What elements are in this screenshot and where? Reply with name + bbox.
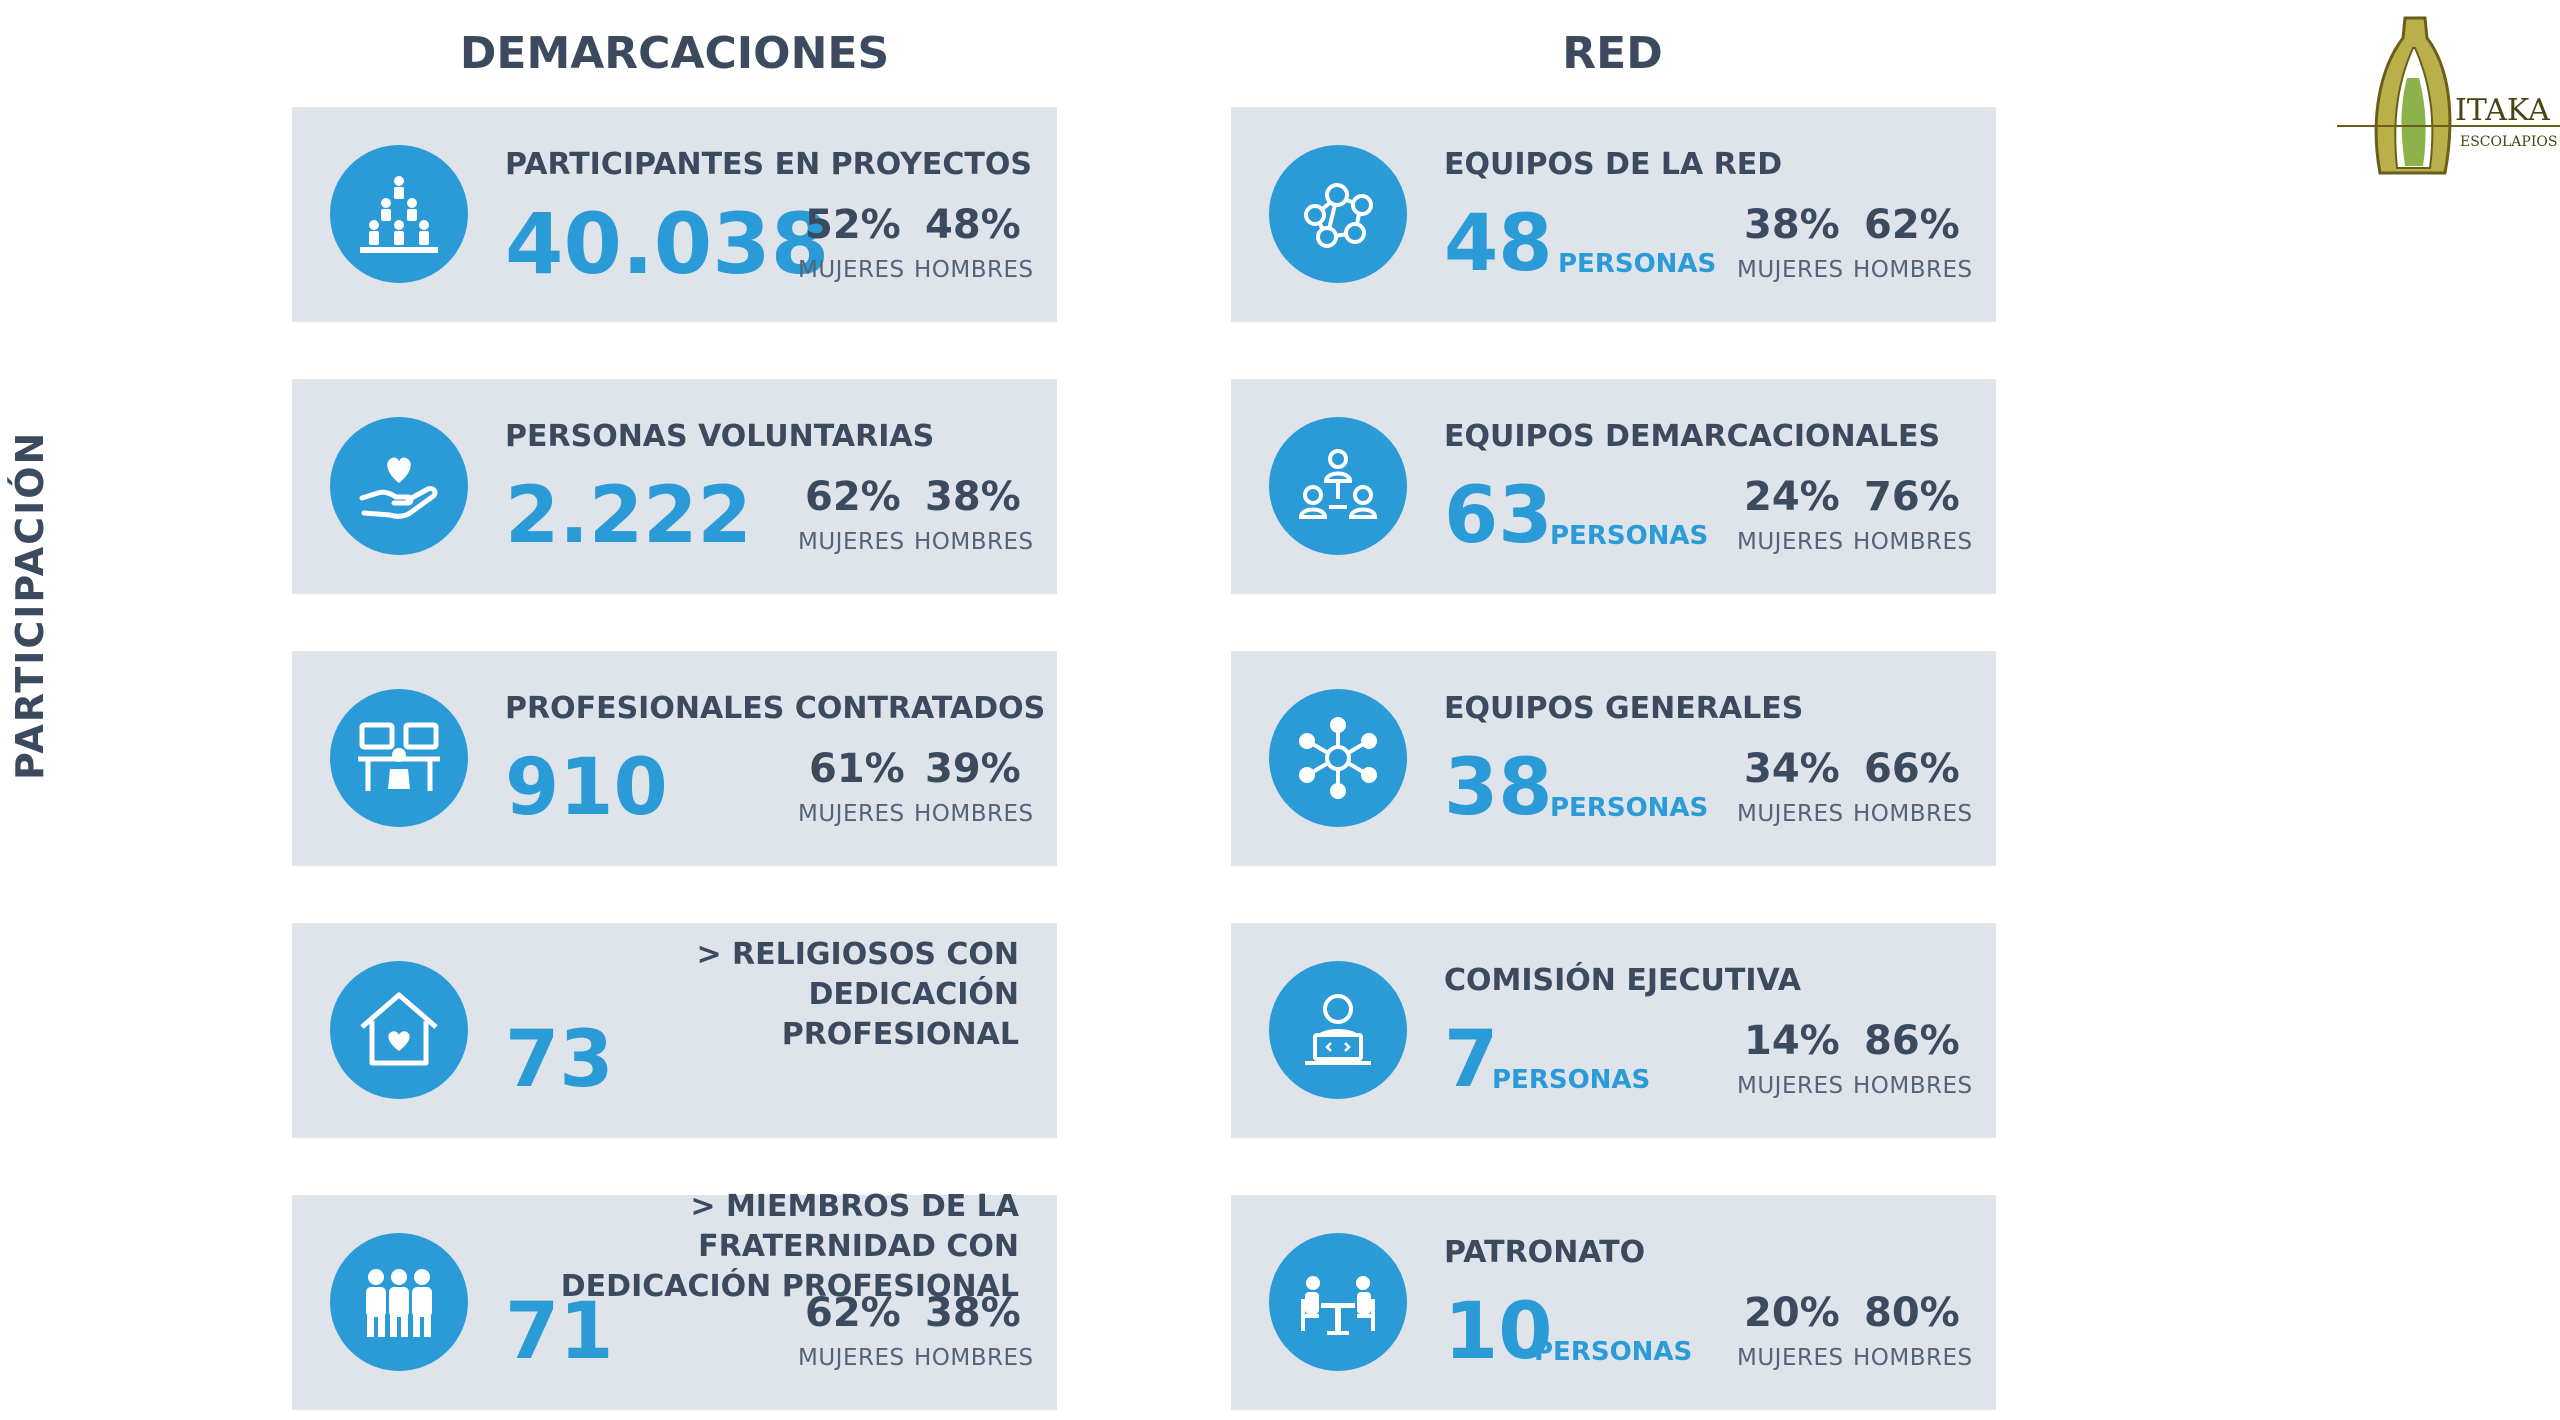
men-percent: 38% <box>925 474 1021 520</box>
card-value: 73 <box>505 1015 614 1105</box>
card-participantes: PARTICIPANTES EN PROYECTOS 40.038 52% 48… <box>292 107 1057 322</box>
meeting-table-icon <box>1269 1233 1407 1371</box>
women-percent: 20% <box>1744 1290 1840 1336</box>
women-percent: 62% <box>805 1290 901 1336</box>
card-value: 7 <box>1444 1015 1499 1105</box>
women-label: MUJERES <box>798 801 905 827</box>
card-equipos-red: EQUIPOS DE LA RED 48 PERSONAS 38% 62% MU… <box>1231 107 1996 322</box>
card-religiosos: > RELIGIOSOS CON DEDICACIÓN PROFESIONAL … <box>292 923 1057 1138</box>
card-label: PERSONAS VOLUNTARIAS <box>505 419 935 454</box>
unit-label: PERSONAS <box>1534 1337 1693 1367</box>
women-label: MUJERES <box>1737 801 1844 827</box>
card-value: 71 <box>505 1287 614 1377</box>
unit-label: PERSONAS <box>1550 521 1709 551</box>
card-label: EQUIPOS DEMARCACIONALES <box>1444 419 1941 454</box>
men-percent: 62% <box>1864 202 1960 248</box>
people-pyramid-icon <box>330 145 468 283</box>
women-percent: 38% <box>1744 202 1840 248</box>
card-value: 63 <box>1444 471 1553 561</box>
network-icon <box>1269 145 1407 283</box>
unit-label: PERSONAS <box>1550 793 1709 823</box>
card-label: PATRONATO <box>1444 1235 1646 1270</box>
card-equipos-demarcacionales: EQUIPOS DEMARCACIONALES 63 PERSONAS 24% … <box>1231 379 1996 594</box>
women-label: MUJERES <box>1737 529 1844 555</box>
card-value: 38 <box>1444 743 1553 833</box>
heart-hand-icon <box>330 417 468 555</box>
card-equipos-generales: EQUIPOS GENERALES 38 PERSONAS 34% 66% MU… <box>1231 651 1996 866</box>
women-label: MUJERES <box>1737 257 1844 283</box>
women-label: MUJERES <box>798 257 905 283</box>
card-label: > RELIGIOSOS CON DEDICACIÓN PROFESIONAL <box>696 937 1019 1052</box>
card-label: EQUIPOS GENERALES <box>1444 691 1804 726</box>
unit-label: PERSONAS <box>1492 1065 1651 1095</box>
card-label: PROFESIONALES CONTRATADOS <box>505 691 1046 726</box>
card-label: EQUIPOS DE LA RED <box>1444 147 1783 182</box>
card-value: 910 <box>505 743 668 833</box>
women-label: MUJERES <box>798 529 905 555</box>
left-column-title: DEMARCACIONES <box>459 28 890 79</box>
card-label: > MIEMBROS DE LA FRATERNIDAD CON DEDICAC… <box>560 1189 1019 1304</box>
men-label: HOMBRES <box>914 529 1034 555</box>
women-label: MUJERES <box>1737 1345 1844 1371</box>
women-percent: 52% <box>805 202 901 248</box>
men-label: HOMBRES <box>1853 529 1973 555</box>
card-fraternidad: > MIEMBROS DE LA FRATERNIDAD CON DEDICAC… <box>292 1189 1057 1410</box>
men-percent: 48% <box>925 202 1021 248</box>
card-profesionales: PROFESIONALES CONTRATADOS 910 61% 39% MU… <box>292 651 1057 866</box>
men-label: HOMBRES <box>914 1345 1034 1371</box>
workstations-icon <box>330 689 468 827</box>
men-label: HOMBRES <box>1853 801 1973 827</box>
card-value: 48 <box>1444 199 1553 289</box>
women-label: MUJERES <box>1737 1073 1844 1099</box>
team-hierarchy-icon <box>1269 417 1407 555</box>
heart-house-icon <box>330 961 468 1099</box>
women-percent: 61% <box>809 746 905 792</box>
men-label: HOMBRES <box>914 801 1034 827</box>
men-percent: 86% <box>1864 1018 1960 1064</box>
unit-label: PERSONAS <box>1558 249 1717 279</box>
hub-network-icon <box>1269 689 1407 827</box>
side-title: PARTICIPACIÓN <box>8 430 52 780</box>
card-patronato: PATRONATO 10 PERSONAS 20% 80% MUJERES HO… <box>1231 1195 1996 1410</box>
card-voluntarias: PERSONAS VOLUNTARIAS 2.222 62% 38% MUJER… <box>292 379 1057 594</box>
card-value: 10 <box>1444 1287 1553 1377</box>
card-label: COMISIÓN EJECUTIVA <box>1444 963 1801 998</box>
women-percent: 24% <box>1744 474 1840 520</box>
men-label: HOMBRES <box>1853 1073 1973 1099</box>
men-percent: 39% <box>925 746 1021 792</box>
card-value: 40.038 <box>505 195 830 293</box>
itaka-logo: ITAKA ESCOLAPIOS <box>2335 8 2560 183</box>
women-percent: 62% <box>805 474 901 520</box>
men-percent: 38% <box>925 1290 1021 1336</box>
men-percent: 66% <box>1864 746 1960 792</box>
card-label: PARTICIPANTES EN PROYECTOS <box>505 147 1032 182</box>
women-percent: 14% <box>1744 1018 1840 1064</box>
right-column-title: RED <box>1562 28 1663 79</box>
men-label: HOMBRES <box>1853 1345 1973 1371</box>
men-percent: 80% <box>1864 1290 1960 1336</box>
women-percent: 34% <box>1744 746 1840 792</box>
men-label: HOMBRES <box>914 257 1034 283</box>
svg-text:ESCOLAPIOS: ESCOLAPIOS <box>2460 134 2557 150</box>
svg-text:ITAKA: ITAKA <box>2455 93 2550 128</box>
men-percent: 76% <box>1864 474 1960 520</box>
card-value: 2.222 <box>505 471 752 561</box>
men-label: HOMBRES <box>1853 257 1973 283</box>
laptop-person-icon <box>1269 961 1407 1099</box>
group-people-icon <box>330 1233 468 1371</box>
card-comision-ejecutiva: COMISIÓN EJECUTIVA 7 PERSONAS 14% 86% MU… <box>1231 923 1996 1138</box>
women-label: MUJERES <box>798 1345 905 1371</box>
